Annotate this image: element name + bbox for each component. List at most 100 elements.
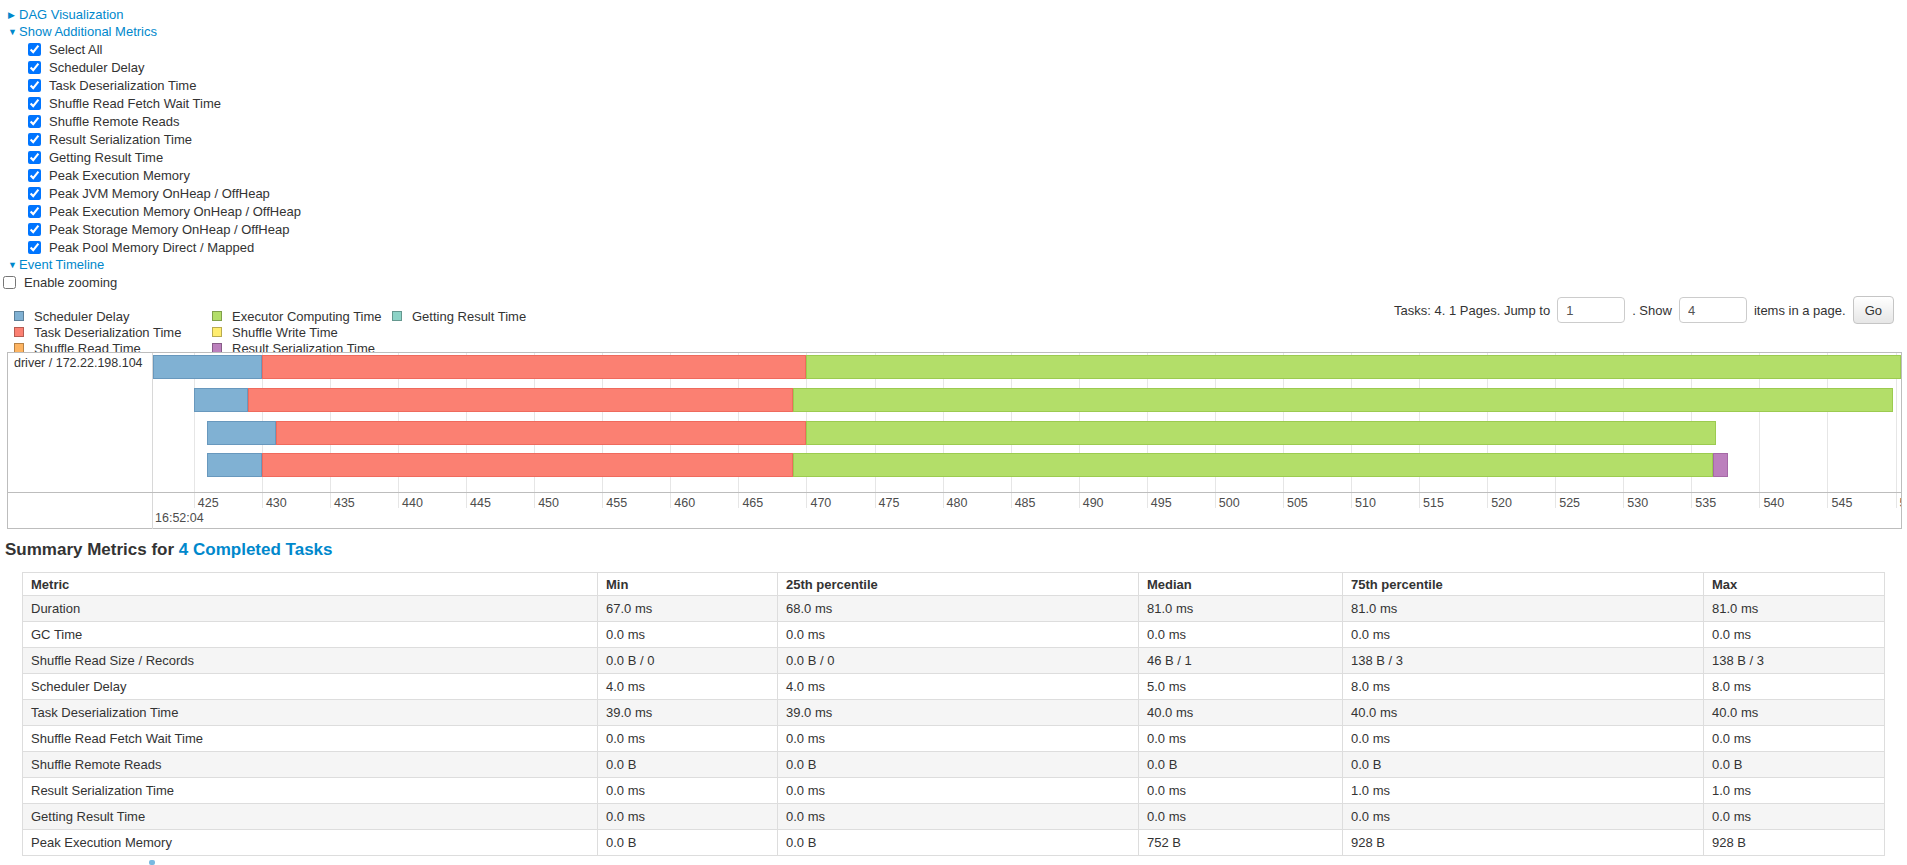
task-1-segment-executor-computing-time[interactable]	[806, 355, 1901, 379]
legend-item-getting-result-time: Getting Result Time	[392, 308, 526, 324]
task-2-segment-executor-computing-time[interactable]	[793, 388, 1893, 412]
summary-header-metric: Metric	[23, 573, 598, 596]
tick-label-460: 460	[674, 496, 695, 510]
tasks-count-text: Tasks: 4. 1 Pages. Jump to	[1394, 303, 1550, 318]
metric-checkbox-shuffle-remote-reads[interactable]	[28, 115, 41, 128]
legend-label: Getting Result Time	[412, 309, 526, 324]
summary-cell: 0.0 ms	[598, 622, 778, 648]
summary-cell: 81.0 ms	[1139, 596, 1343, 622]
metric-row-peak-jvm-memory-onheap-offheap: Peak JVM Memory OnHeap / OffHeap	[28, 184, 301, 202]
metric-checkbox-peak-storage-memory-onheap-offheap[interactable]	[28, 223, 41, 236]
tick-line-455	[602, 493, 603, 508]
tick-line-470	[806, 493, 807, 508]
timeline-axis: 16:52:04 4254304354404454504554604654704…	[153, 493, 1901, 529]
tick-label-450: 450	[538, 496, 559, 510]
summary-row-getting-result-time: Getting Result Time0.0 ms0.0 ms0.0 ms0.0…	[23, 804, 1885, 830]
tick-label-480: 480	[947, 496, 968, 510]
metric-checkbox-shuffle-read-fetch-wait-time[interactable]	[28, 97, 41, 110]
enable-zooming-label: Enable zooming	[24, 275, 117, 290]
tick-label-475: 475	[879, 496, 900, 510]
summary-cell: 0.0 ms	[778, 622, 1139, 648]
summary-cell: 0.0 ms	[598, 804, 778, 830]
summary-metrics-title: Summary Metrics for 4 Completed Tasks	[5, 540, 333, 560]
axis-time-label: 16:52:04	[155, 511, 204, 525]
dag-visualization-toggle[interactable]: ▶ DAG Visualization	[8, 6, 301, 23]
summary-cell: 0.0 B	[598, 752, 778, 778]
enable-zooming-checkbox[interactable]	[3, 276, 16, 289]
metric-checkbox-peak-execution-memory-onheap-offheap[interactable]	[28, 205, 41, 218]
task-2-segment-task-deserialization-time[interactable]	[248, 388, 793, 412]
chevron-down-icon: ▼	[8, 260, 19, 270]
tick-line-520	[1487, 493, 1488, 508]
metric-checkbox-scheduler-delay[interactable]	[28, 61, 41, 74]
summary-cell: 0.0 ms	[598, 778, 778, 804]
event-timeline-toggle[interactable]: ▼ Event Timeline	[8, 256, 301, 273]
metric-label-task-deserialization-time: Task Deserialization Time	[49, 78, 196, 93]
timeline-plot-row: driver / 172.22.198.104	[8, 353, 1901, 492]
stage-detail-controls: ▶ DAG Visualization ▼ Show Additional Me…	[0, 6, 301, 291]
metric-checkbox-peak-execution-memory[interactable]	[28, 169, 41, 182]
tick-label-465: 465	[742, 496, 763, 510]
summary-metric-name: Getting Result Time	[23, 804, 598, 830]
task-1-segment-task-deserialization-time[interactable]	[262, 355, 807, 379]
tick-label-445: 445	[470, 496, 491, 510]
summary-cell: 0.0 B	[778, 752, 1139, 778]
tick-line-445	[466, 493, 467, 508]
metric-checkbox-peak-jvm-memory-onheap-offheap[interactable]	[28, 187, 41, 200]
metric-checkbox-task-deserialization-time[interactable]	[28, 79, 41, 92]
show-additional-metrics-toggle[interactable]: ▼ Show Additional Metrics	[8, 23, 301, 40]
summary-header-75th-percentile: 75th percentile	[1343, 573, 1704, 596]
items-per-page-input[interactable]	[1679, 297, 1747, 323]
summary-cell: 8.0 ms	[1704, 674, 1885, 700]
summary-row-shuffle-read-fetch-wait-time: Shuffle Read Fetch Wait Time0.0 ms0.0 ms…	[23, 726, 1885, 752]
tick-label-535: 535	[1695, 496, 1716, 510]
task-1-segment-scheduler-delay[interactable]	[153, 355, 262, 379]
tick-line-550	[1896, 493, 1897, 508]
task-2-segment-scheduler-delay[interactable]	[194, 388, 248, 412]
summary-cell: 46 B / 1	[1139, 648, 1343, 674]
go-button[interactable]: Go	[1853, 296, 1894, 324]
summary-cell: 0.0 ms	[1343, 804, 1704, 830]
tick-label-525: 525	[1559, 496, 1580, 510]
summary-cell: 138 B / 3	[1704, 648, 1885, 674]
timeline-legend: Scheduler DelayTask Deserialization Time…	[0, 308, 620, 358]
metric-checkbox-peak-pool-memory-direct-mapped[interactable]	[28, 241, 41, 254]
summary-cell: 0.0 ms	[598, 726, 778, 752]
summary-cell: 81.0 ms	[1704, 596, 1885, 622]
tick-line-480	[943, 493, 944, 508]
task-3-segment-task-deserialization-time[interactable]	[276, 421, 807, 445]
summary-cell: 0.0 B / 0	[778, 648, 1139, 674]
metric-row-shuffle-read-fetch-wait-time: Shuffle Read Fetch Wait Time	[28, 94, 301, 112]
summary-metric-name: Scheduler Delay	[23, 674, 598, 700]
tick-label-425: 425	[198, 496, 219, 510]
summary-metric-name: Duration	[23, 596, 598, 622]
metric-checkbox-getting-result-time[interactable]	[28, 151, 41, 164]
task-3-segment-scheduler-delay[interactable]	[207, 421, 275, 445]
tick-line-490	[1079, 493, 1080, 508]
legend-item-shuffle-write-time: Shuffle Write Time	[212, 324, 382, 340]
chevron-right-icon: ▶	[8, 10, 19, 20]
task-4-segment-result-serialization-time[interactable]	[1713, 453, 1728, 477]
metric-checkbox-result-serialization-time[interactable]	[28, 133, 41, 146]
tick-line-440	[398, 493, 399, 508]
tick-line-540	[1759, 493, 1760, 508]
metric-checkbox-select-all[interactable]	[28, 43, 41, 56]
legend-swatch-icon	[14, 327, 24, 337]
chevron-down-icon: ▼	[8, 27, 19, 37]
completed-tasks-link[interactable]: 4 Completed Tasks	[179, 540, 333, 559]
legend-column-1: Executor Computing TimeShuffle Write Tim…	[212, 308, 382, 356]
task-4-segment-scheduler-delay[interactable]	[207, 453, 261, 477]
task-4-segment-task-deserialization-time[interactable]	[262, 453, 793, 477]
summary-header-25th-percentile: 25th percentile	[778, 573, 1139, 596]
summary-cell: 0.0 ms	[1139, 804, 1343, 830]
jump-to-page-input[interactable]	[1557, 297, 1625, 323]
summary-cell: 4.0 ms	[778, 674, 1139, 700]
legend-label: Executor Computing Time	[232, 309, 382, 324]
summary-cell: 0.0 ms	[1139, 622, 1343, 648]
summary-cell: 928 B	[1704, 830, 1885, 856]
summary-row-scheduler-delay: Scheduler Delay4.0 ms4.0 ms5.0 ms8.0 ms8…	[23, 674, 1885, 700]
tick-line-530	[1623, 493, 1624, 508]
task-3-segment-executor-computing-time[interactable]	[806, 421, 1715, 445]
task-4-segment-executor-computing-time[interactable]	[793, 453, 1713, 477]
tick-line-465	[738, 493, 739, 508]
